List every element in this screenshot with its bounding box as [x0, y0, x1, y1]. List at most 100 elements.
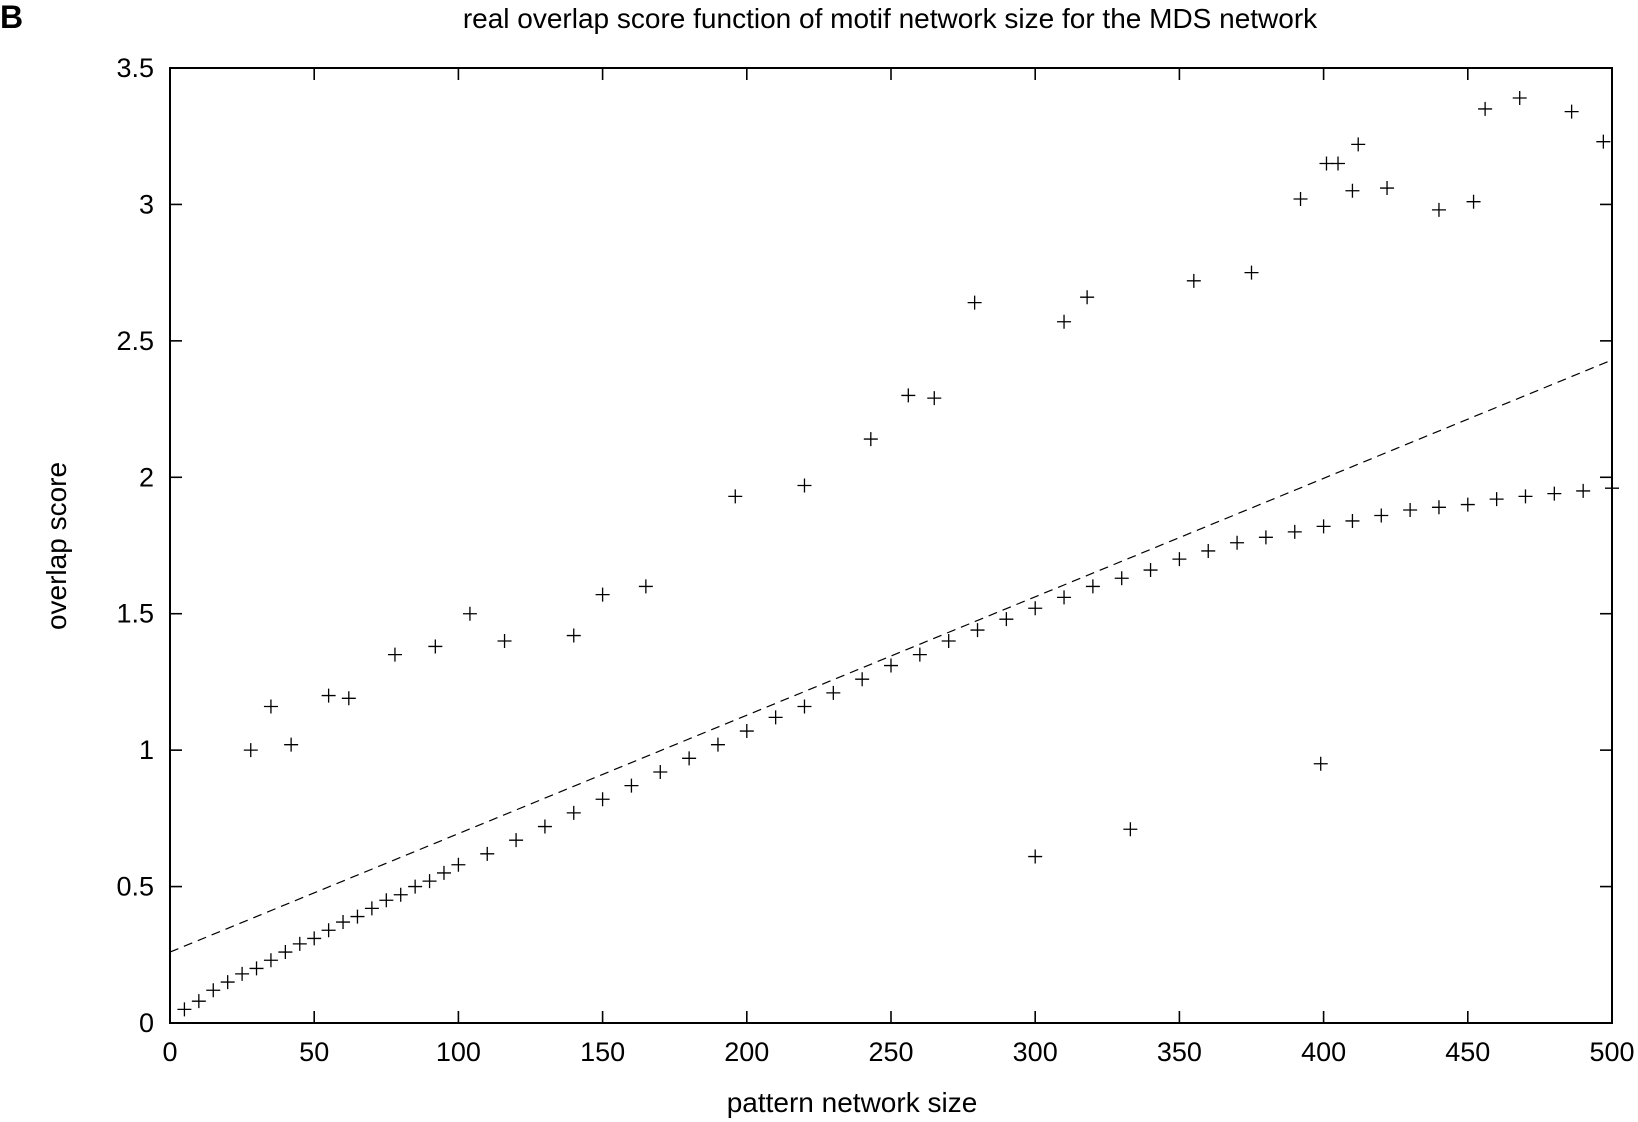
data-point [497, 634, 512, 648]
x-tick-label: 0 [162, 1037, 177, 1067]
data-point [1564, 104, 1579, 119]
data-point [1186, 273, 1201, 288]
data-point [408, 879, 423, 894]
data-point [1431, 500, 1446, 515]
trend-line [169, 359, 1613, 953]
y-axis-title: overlap score [41, 462, 72, 630]
data-points [177, 91, 1619, 1017]
data-point [901, 388, 916, 403]
data-point [1244, 265, 1259, 280]
data-point [967, 295, 982, 310]
data-point [428, 639, 443, 654]
data-point [1403, 503, 1418, 518]
y-tick-label: 1 [139, 735, 154, 765]
data-point [1380, 181, 1395, 196]
data-point [462, 606, 477, 621]
data-point [1512, 91, 1527, 106]
data-point [797, 478, 812, 493]
data-point [768, 710, 783, 725]
data-point [1431, 202, 1446, 217]
x-tick-label: 200 [724, 1037, 769, 1067]
data-point [451, 857, 466, 872]
data-point [1374, 508, 1389, 523]
data-point [1230, 535, 1245, 550]
data-point [1057, 314, 1072, 329]
data-point [1172, 552, 1187, 567]
y-tick-label: 0 [139, 1008, 154, 1038]
data-point [1085, 579, 1100, 594]
data-point [624, 778, 639, 793]
data-point [1143, 563, 1158, 578]
data-point [1114, 571, 1129, 586]
data-point [1258, 530, 1273, 545]
y-axis: 0 0.5 1 1.5 2 2.5 3 3.5 [116, 53, 1612, 1038]
data-point [970, 623, 985, 638]
data-point [284, 737, 299, 752]
x-tick-label: 250 [868, 1037, 913, 1067]
data-point [863, 432, 878, 447]
data-point [595, 792, 610, 807]
data-point [1518, 489, 1533, 504]
data-point [826, 685, 841, 700]
x-tick-label: 50 [299, 1037, 329, 1067]
data-point [1576, 483, 1591, 498]
data-point [912, 647, 927, 662]
data-point [566, 805, 581, 820]
data-point [1057, 590, 1072, 605]
x-tick-label: 450 [1445, 1037, 1490, 1067]
data-point [1547, 486, 1562, 501]
data-point [710, 737, 725, 752]
data-point [884, 658, 898, 673]
data-point [249, 961, 264, 976]
data-point [1287, 524, 1302, 539]
data-point [927, 391, 942, 406]
x-tick-label: 500 [1589, 1037, 1634, 1067]
data-point [1489, 492, 1504, 507]
y-tick-label: 3.5 [116, 53, 154, 83]
data-point [999, 612, 1014, 627]
x-axis: 0 50 100 150 200 250 300 350 400 450 500 [162, 68, 1635, 1067]
data-point [387, 647, 402, 662]
data-point [1293, 191, 1308, 206]
data-point [1313, 756, 1328, 771]
data-point [682, 751, 697, 766]
data-point [1478, 101, 1493, 116]
x-tick-label: 300 [1013, 1037, 1058, 1067]
data-point [1331, 156, 1346, 171]
plot-frame [169, 67, 1613, 1024]
chart-title: real overlap score function of motif net… [463, 3, 1318, 34]
data-point [1028, 601, 1043, 616]
x-axis-title: pattern network size [727, 1087, 978, 1118]
data-point [422, 874, 437, 889]
x-tick-label: 150 [580, 1037, 625, 1067]
x-tick-label: 350 [1157, 1037, 1202, 1067]
data-point [263, 953, 278, 968]
data-point [941, 634, 956, 648]
data-point [1351, 137, 1366, 152]
data-point [1596, 134, 1611, 149]
data-point [1345, 183, 1360, 198]
data-point [336, 915, 351, 930]
data-point [1080, 290, 1095, 305]
data-point [509, 833, 524, 848]
data-point [855, 672, 870, 687]
data-point [191, 994, 206, 1009]
y-tick-label: 0.5 [116, 872, 154, 902]
data-point [307, 931, 322, 946]
data-point [243, 743, 258, 758]
data-point [292, 936, 307, 951]
data-point [235, 966, 250, 981]
data-point [797, 699, 812, 714]
data-point [364, 901, 379, 916]
data-point [653, 764, 668, 779]
data-point [393, 887, 408, 902]
data-point [537, 819, 552, 834]
data-point [1466, 194, 1481, 209]
y-tick-label: 2 [139, 462, 154, 492]
data-point [278, 945, 293, 960]
panel-letter: B [0, 0, 23, 35]
data-point [321, 923, 336, 938]
data-point [1028, 849, 1043, 864]
y-tick-label: 1.5 [116, 599, 154, 629]
